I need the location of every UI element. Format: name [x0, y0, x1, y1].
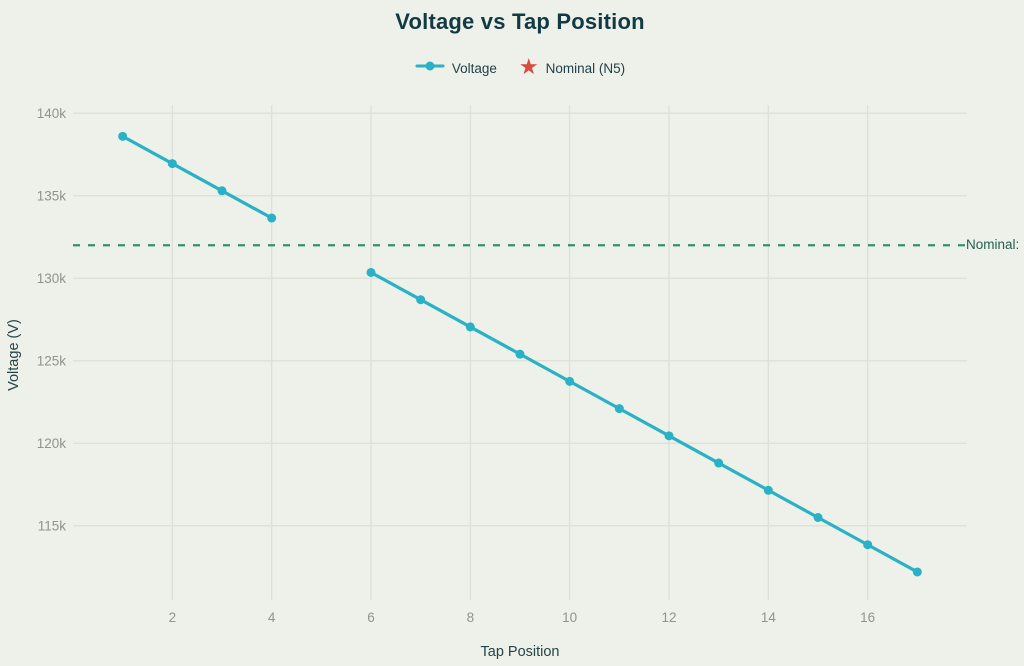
data-point-marker[interactable]: [217, 186, 227, 196]
data-point-marker[interactable]: [813, 513, 823, 522]
data-point-marker[interactable]: [366, 267, 376, 277]
data-point-marker[interactable]: [515, 349, 525, 359]
data-point-marker[interactable]: [614, 404, 624, 414]
y-axis-title: Voltage (V): [6, 319, 22, 391]
data-point-marker[interactable]: [714, 458, 724, 468]
legend-item-voltage[interactable]: Voltage: [415, 59, 497, 77]
y-tick-label: 115k: [38, 518, 67, 533]
x-tick-label: 2: [169, 610, 177, 625]
x-tick-label: 10: [562, 610, 577, 625]
data-point-marker[interactable]: [565, 376, 575, 386]
x-tick-label: 12: [661, 610, 676, 625]
data-point-marker[interactable]: [863, 540, 873, 550]
data-point-marker[interactable]: [912, 567, 922, 577]
data-point-marker[interactable]: [664, 431, 674, 441]
x-axis-title: Tap Position: [480, 644, 560, 660]
y-tick-label: 130k: [37, 271, 67, 286]
voltage-series-line: [369, 270, 919, 574]
x-tick-label: 14: [761, 610, 777, 625]
chart-title: Voltage vs Tap Position: [395, 9, 645, 34]
nominal-line-annotation: Nominal:: [966, 237, 1020, 252]
y-tick-label: 120k: [37, 436, 67, 451]
line-dot-marker-icon: [415, 59, 445, 77]
data-point-marker[interactable]: [167, 159, 177, 169]
data-point-marker[interactable]: [118, 131, 128, 141]
data-point-marker[interactable]: [465, 322, 475, 332]
voltage-series-line: [121, 134, 274, 220]
gridlines: [73, 105, 967, 600]
star-icon: ★: [518, 54, 539, 79]
legend-label-nominal: Nominal (N5): [545, 60, 626, 76]
x-tick-label: 4: [268, 610, 276, 625]
y-tick-label: 135k: [37, 188, 67, 203]
x-tick-label: 16: [860, 610, 875, 625]
legend-label-voltage: Voltage: [451, 60, 497, 76]
legend: Voltage ★ Nominal (N5): [0, 54, 1024, 79]
data-point-marker[interactable]: [267, 213, 277, 223]
data-point-marker[interactable]: [763, 485, 773, 495]
y-tick-label: 140k: [37, 106, 67, 121]
x-tick-label: 6: [367, 610, 375, 625]
data-point-marker[interactable]: [416, 295, 426, 305]
legend-item-nominal[interactable]: ★ Nominal (N5): [518, 54, 626, 79]
y-tick-label: 125k: [37, 353, 67, 368]
x-tick-label: 8: [467, 610, 475, 625]
